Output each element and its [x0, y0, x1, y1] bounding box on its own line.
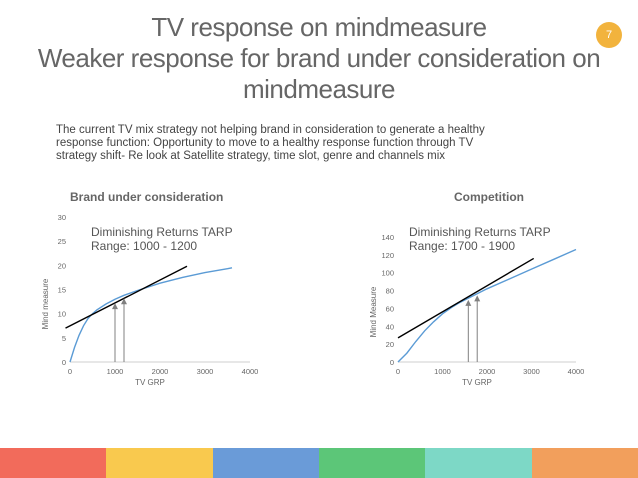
x-tick-label: 2000 [152, 367, 169, 376]
y-tick-label: 80 [386, 287, 394, 296]
x-tick-label: 0 [68, 367, 72, 376]
footer-segment [212, 448, 319, 478]
slide-body-text: The current TV mix strategy not helping … [56, 124, 485, 162]
x-tick-label: 1000 [434, 367, 451, 376]
y-tick-label: 100 [381, 269, 394, 278]
annotation-text: Range: 1700 - 1900 [409, 239, 515, 253]
range-arrow-head [465, 299, 472, 306]
x-tick-label: 1000 [107, 367, 124, 376]
y-tick-label: 40 [386, 322, 394, 331]
x-axis-label: TV GRP [135, 378, 165, 387]
chart-title-brand: Brand under consideration [70, 190, 224, 204]
range-arrow-head [474, 295, 481, 302]
footer-segment [318, 448, 426, 478]
x-axis-label: TV GRP [462, 378, 492, 387]
footer-segment [425, 448, 532, 478]
title-line-1: TV response on mindmeasure [151, 12, 487, 42]
series-line-response-curve [397, 248, 577, 363]
x-tick-label: 3000 [523, 367, 540, 376]
footer-segment [531, 448, 638, 478]
tangent-line [397, 257, 535, 339]
annotation-text: Diminishing Returns TARP [91, 225, 233, 239]
y-tick-label: 20 [386, 340, 394, 349]
y-tick-label: 0 [390, 358, 394, 367]
x-tick-label: 0 [396, 367, 400, 376]
y-tick-label: 5 [62, 334, 66, 343]
chart-brand: 0 5 10 15 20 25 30 0 1000 2000 3000 4000 TV GRP Mind … [41, 213, 259, 387]
x-tick-label: 4000 [242, 367, 259, 376]
title-line-3: mindmeasure [242, 74, 396, 104]
y-tick-label: 0 [62, 358, 66, 367]
y-axis-label: Mind measure [41, 278, 50, 329]
footer-segment [0, 448, 107, 478]
y-tick-label: 25 [58, 237, 66, 246]
range-arrow-head [121, 298, 127, 305]
chart-title-competition: Competition [454, 190, 524, 204]
y-tick-label: 30 [58, 213, 66, 222]
title-line-2: Weaker response for brand under consider… [37, 43, 601, 73]
footer-segment [106, 448, 213, 478]
annotation-text: Range: 1000 - 1200 [91, 239, 197, 253]
y-tick-label: 60 [386, 304, 394, 313]
x-tick-label: 3000 [197, 367, 214, 376]
footer-color-bar [0, 448, 638, 478]
y-tick-label: 15 [58, 286, 66, 295]
annotation-text: Diminishing Returns TARP [409, 225, 551, 239]
page-number-badge: 7 [596, 22, 622, 48]
x-tick-label: 2000 [479, 367, 496, 376]
y-tick-label: 10 [58, 310, 66, 319]
series-line-response-curve [69, 267, 233, 363]
slide-title: TV response on mindmeasure Weaker respon… [0, 12, 638, 105]
y-tick-label: 120 [381, 251, 394, 260]
y-axis-label: Mind Measure [369, 286, 378, 337]
tangent-line [65, 265, 188, 329]
y-tick-label: 140 [381, 233, 394, 242]
chart-competition: 0 20 40 60 80 100 120 140 0 1000 2000 3000 4000 TV GR… [369, 225, 585, 387]
x-tick-label: 4000 [568, 367, 585, 376]
y-tick-label: 20 [58, 261, 66, 270]
range-arrow-head [112, 303, 118, 310]
